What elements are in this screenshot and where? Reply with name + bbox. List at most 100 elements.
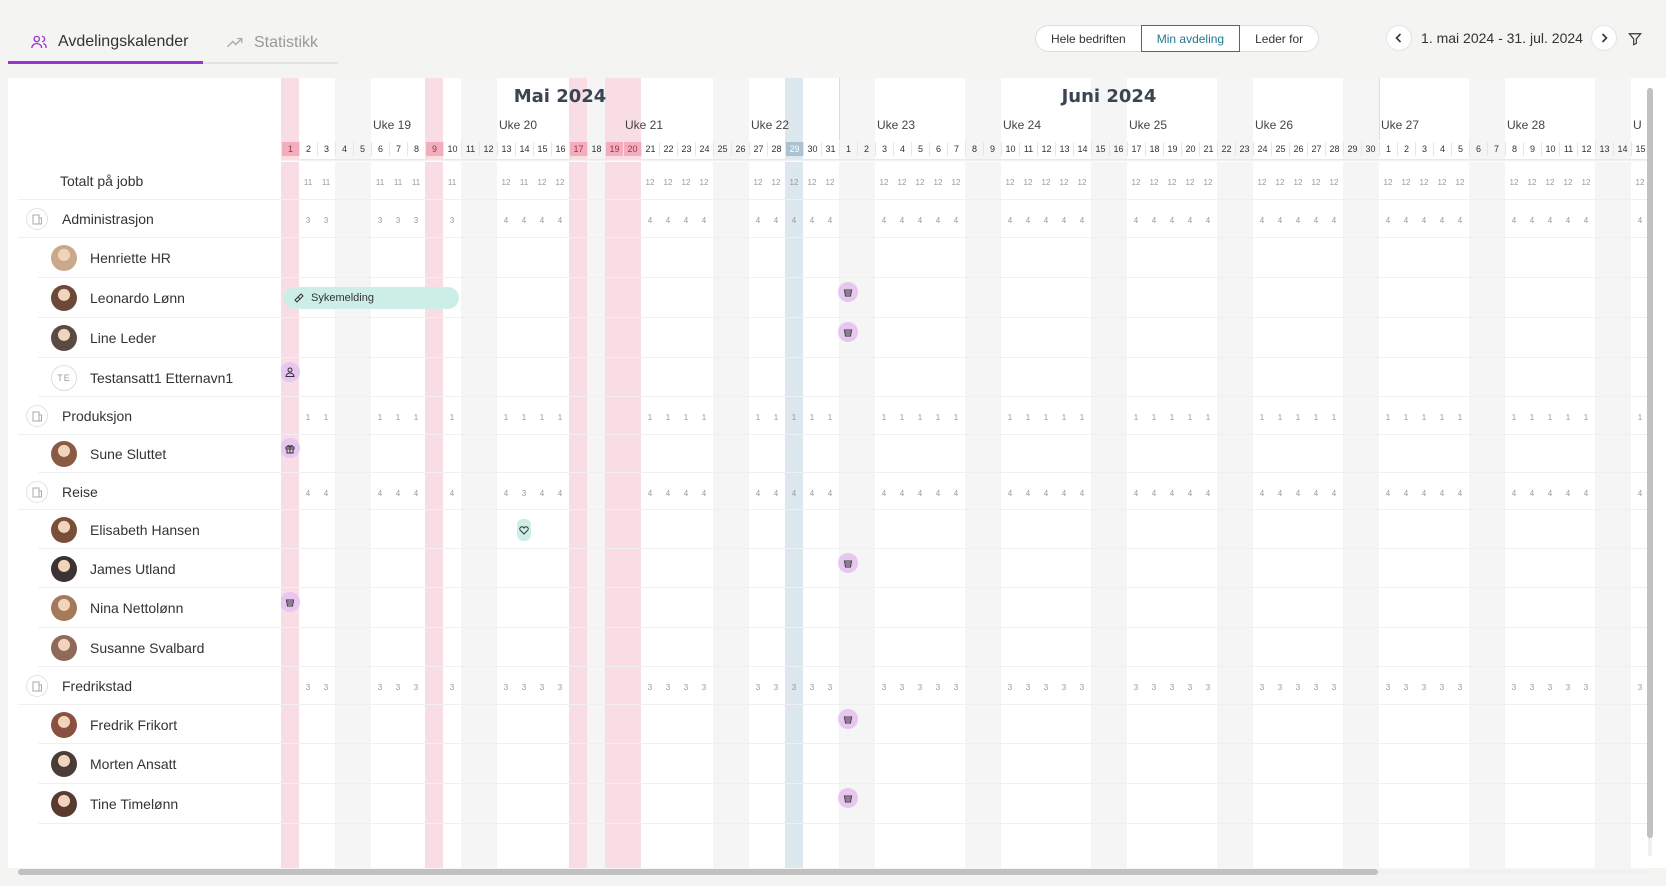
employee-row[interactable]: James Utland <box>8 549 281 588</box>
day-count: 12 <box>1311 178 1321 187</box>
day-number: 4 <box>893 142 911 156</box>
day-count: 4 <box>557 216 563 225</box>
employee-row[interactable]: Nina Nettolønn <box>8 588 281 628</box>
day-count: 3 <box>1151 683 1157 692</box>
day-count: 4 <box>1277 216 1283 225</box>
employee-row[interactable]: Susanne Svalbard <box>8 628 281 667</box>
department-row[interactable]: Produksjon <box>8 397 281 435</box>
day-count: 1 <box>1529 413 1535 422</box>
employee-row[interactable]: Sune Sluttet <box>8 435 281 473</box>
scope-leader-button[interactable]: Leder for <box>1240 25 1320 52</box>
employee-row[interactable]: Henriette HR <box>8 238 281 278</box>
day-number: 4 <box>1433 142 1451 156</box>
avatar <box>51 634 77 661</box>
day-count: 12 <box>645 178 655 187</box>
employee-row[interactable]: TE Testansatt1 Etternavn1 <box>8 358 281 397</box>
day-count: 4 <box>377 488 383 498</box>
tab-avdelingskalender[interactable]: Avdelingskalender <box>8 22 203 64</box>
day-count: 1 <box>395 413 401 422</box>
day-count: 4 <box>827 216 833 225</box>
day-count: 4 <box>1331 216 1337 225</box>
event-gift-badge[interactable] <box>281 438 300 458</box>
row-name: Fredrik Frikort <box>90 716 178 733</box>
day-column <box>1217 78 1235 868</box>
day-count: 1 <box>1205 413 1211 422</box>
employee-row[interactable]: Morten Ansatt <box>8 744 281 784</box>
day-number: 28 <box>1325 142 1343 156</box>
event-cake-badge[interactable] <box>838 788 858 808</box>
day-count: 12 <box>1293 178 1303 187</box>
day-number: 7 <box>389 142 407 156</box>
week-label: Uke 22 <box>751 118 790 132</box>
event-cake-badge[interactable] <box>838 282 858 302</box>
day-count: 12 <box>1041 178 1051 187</box>
cake-icon <box>843 560 853 567</box>
day-count: 11 <box>393 178 403 187</box>
day-count: 12 <box>1275 178 1285 187</box>
sykemelding-bar[interactable]: Sykemelding <box>283 287 459 309</box>
employee-row[interactable]: Elisabeth Hansen <box>8 510 281 549</box>
bandage-icon <box>294 293 304 303</box>
day-count: 3 <box>683 683 689 692</box>
day-count: 4 <box>1439 488 1445 498</box>
day-count: 4 <box>881 216 887 225</box>
previous-period-button[interactable] <box>1386 25 1412 51</box>
total-row-label: Totalt på jobb <box>8 162 281 200</box>
row-divider <box>281 199 1651 200</box>
day-count: 4 <box>1043 488 1049 498</box>
employee-row[interactable]: Leonardo Lønn <box>8 278 281 318</box>
day-count: 11 <box>375 178 385 187</box>
row-divider <box>281 627 1651 628</box>
event-user-badge[interactable] <box>281 361 300 382</box>
day-count: 12 <box>1563 178 1573 187</box>
day-number: 3 <box>317 142 335 156</box>
department-row[interactable]: Reise <box>8 473 281 510</box>
row-divider <box>281 277 1651 278</box>
filter-icon <box>1628 33 1642 46</box>
event-cake-badge[interactable] <box>281 592 300 612</box>
day-count: 12 <box>699 178 709 187</box>
day-count: 1 <box>917 413 923 422</box>
day-count: 4 <box>323 488 329 498</box>
event-heart-badge[interactable] <box>517 518 531 541</box>
department-row[interactable]: Administrasjon <box>8 200 281 238</box>
day-count: 4 <box>1187 488 1193 498</box>
day-count: 3 <box>1025 683 1031 692</box>
department-row[interactable]: Fredrikstad <box>8 667 281 705</box>
row-name: Henriette HR <box>90 250 171 266</box>
day-number: 7 <box>947 142 965 156</box>
day-count: 4 <box>539 216 545 225</box>
row-divider <box>281 434 1651 435</box>
next-period-button[interactable] <box>1591 25 1617 51</box>
filter-button[interactable] <box>1624 28 1646 50</box>
day-count: 1 <box>881 413 887 422</box>
day-count: 1 <box>377 413 383 422</box>
day-count: 4 <box>1583 488 1589 498</box>
event-cake-badge[interactable] <box>838 552 858 573</box>
scope-all-button[interactable]: Hele bedriften <box>1035 25 1141 52</box>
day-count: 3 <box>503 683 509 692</box>
row-divider <box>281 396 1651 397</box>
vertical-scrollbar[interactable] <box>1646 88 1654 856</box>
row-name: Elisabeth Hansen <box>90 521 200 538</box>
event-cake-badge[interactable] <box>838 322 858 342</box>
day-count: 4 <box>773 488 779 498</box>
row-divider <box>38 317 281 318</box>
day-number: 2 <box>857 142 875 156</box>
tab-statistikk[interactable]: Statistikk <box>226 22 336 64</box>
employee-row[interactable]: Fredrik Frikort <box>8 705 281 744</box>
day-count: 4 <box>1043 216 1049 225</box>
event-cake-badge[interactable] <box>838 708 858 729</box>
scope-mine-button[interactable]: Min avdeling <box>1140 25 1241 52</box>
user-icon <box>285 367 295 377</box>
day-number: 14 <box>1613 142 1631 156</box>
day-count: 3 <box>521 683 527 692</box>
day-column <box>335 78 353 868</box>
month-label: Mai 2024 <box>513 86 607 107</box>
day-count: 1 <box>665 413 671 422</box>
row-name: Sune Sluttet <box>90 446 167 462</box>
employee-row[interactable]: Tine Timelønn <box>8 784 281 824</box>
day-count: 1 <box>1169 413 1175 422</box>
employee-row[interactable]: Line Leder <box>8 318 281 358</box>
horizontal-scrollbar[interactable] <box>18 868 1648 876</box>
